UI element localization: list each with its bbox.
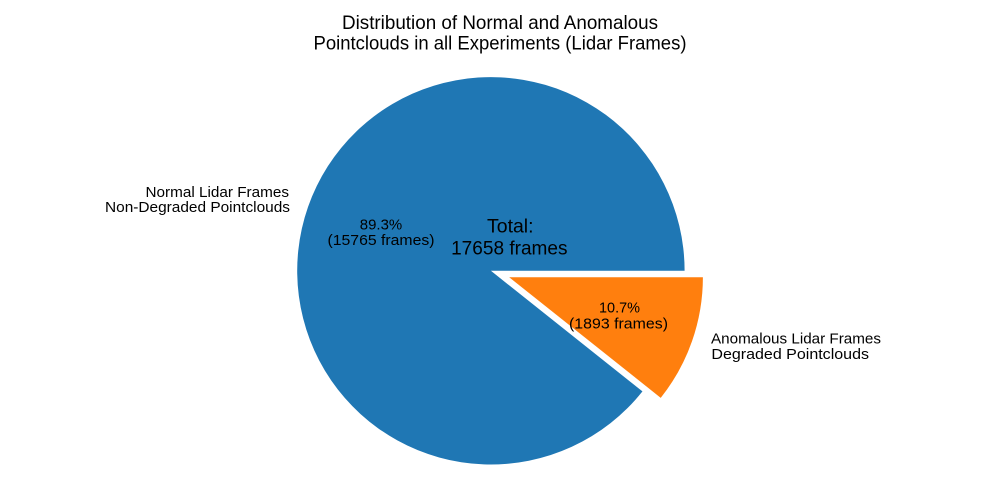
svg-text:Degraded Pointclouds: Degraded Pointclouds (711, 346, 869, 363)
svg-text:Pointclouds in all Experiments: Pointclouds in all Experiments (Lidar Fr… (314, 33, 687, 55)
svg-text:Normal Lidar Frames: Normal Lidar Frames (146, 184, 290, 201)
svg-text:Total:: Total: (487, 216, 534, 237)
svg-text:89.3%: 89.3% (360, 217, 402, 234)
svg-text:17658 frames: 17658 frames (451, 239, 567, 260)
svg-text:(1893 frames): (1893 frames) (569, 315, 668, 332)
svg-text:(15765 frames): (15765 frames) (328, 232, 435, 249)
svg-text:Anomalous Lidar Frames: Anomalous Lidar Frames (711, 331, 881, 348)
svg-text:Distribution of Normal and Ano: Distribution of Normal and Anomalous (342, 12, 658, 34)
svg-text:Non-Degraded Pointclouds: Non-Degraded Pointclouds (105, 199, 290, 216)
svg-text:10.7%: 10.7% (599, 300, 640, 317)
